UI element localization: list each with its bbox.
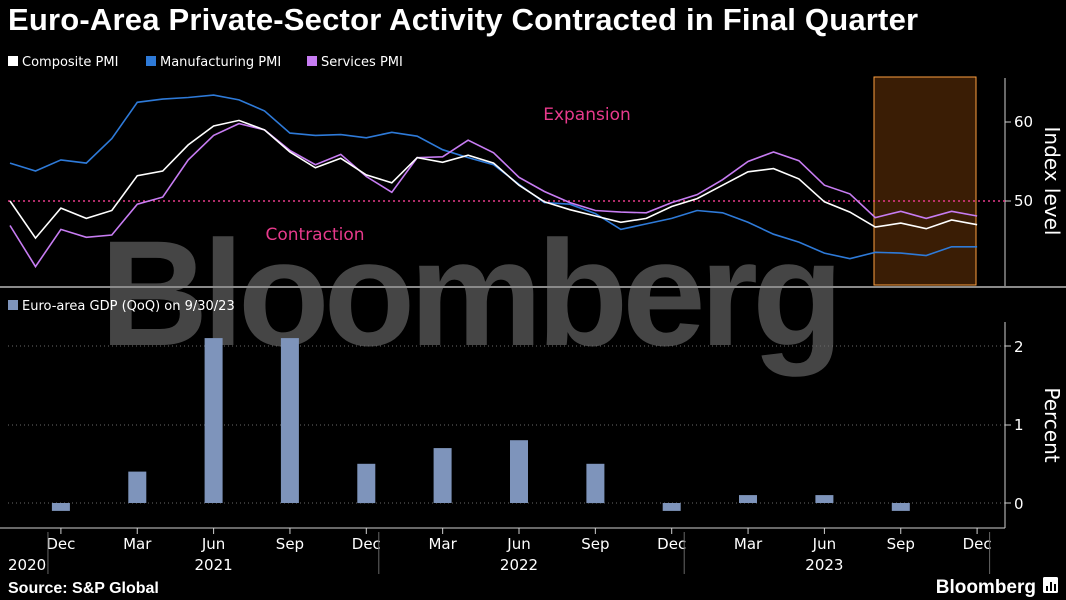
pmi-legend: Composite PMI Manufacturing PMI Services… <box>8 55 403 70</box>
gdp-bar-sep-2021 <box>280 338 299 503</box>
chart-title: Euro-Area Private-Sector Activity Contra… <box>8 2 919 37</box>
x-tick-label: Jun <box>201 535 225 553</box>
x-year-label: 2023 <box>805 556 843 574</box>
legend-swatch-manufacturing <box>146 56 156 66</box>
x-tick-label: Jun <box>812 535 836 553</box>
x-tick-label: Dec <box>657 535 686 553</box>
pmi-tick-60: 60 <box>1014 113 1033 131</box>
gdp-bar-dec-2020 <box>51 503 70 511</box>
bloomberg-watermark: Bloomberg <box>100 209 838 377</box>
x-tick-label: Mar <box>734 535 763 553</box>
pmi-tick-50: 50 <box>1014 192 1033 210</box>
gdp-bar-sep-2022 <box>586 463 605 504</box>
x-tick-label: Sep <box>887 535 915 553</box>
legend-swatch-services <box>307 56 317 66</box>
x-tick-label: Dec <box>963 535 992 553</box>
gdp-bar-dec-2022 <box>662 503 681 511</box>
x-tick-label: Sep <box>276 535 304 553</box>
pmi-y-axis: 60 50 Index level <box>1004 78 1064 286</box>
legend-label-composite: Composite PMI <box>22 55 118 70</box>
highlight-band <box>873 76 977 286</box>
gdp-axis-title: Percent <box>1040 387 1064 462</box>
gdp-bar-sep-2023 <box>891 503 910 511</box>
gdp-tick-0: 0 <box>1014 495 1024 513</box>
legend-label-manufacturing: Manufacturing PMI <box>160 55 281 70</box>
gdp-bar-mar-2022 <box>433 448 452 503</box>
legend-swatch-gdp <box>8 300 18 310</box>
x-year-label: 2022 <box>500 556 538 574</box>
x-year-label: 2021 <box>195 556 233 574</box>
x-axis-ticks: Dec Mar Jun Sep Dec Mar Jun Sep Dec Mar Jun Sep Dec2… <box>8 528 992 574</box>
x-tick-label: Dec <box>352 535 381 553</box>
gdp-bar-jun-2022 <box>510 440 528 503</box>
legend-label-gdp: Euro-area GDP (QoQ) on 9/30/23 <box>22 299 235 314</box>
x-tick-label: Jun <box>506 535 530 553</box>
expansion-label: Expansion <box>543 105 631 125</box>
gdp-legend: Euro-area GDP (QoQ) on 9/30/23 <box>8 299 235 314</box>
gdp-tick-1: 1 <box>1014 416 1024 434</box>
gdp-bars <box>51 338 910 511</box>
legend-swatch-composite <box>8 56 18 66</box>
bloomberg-logo: Bloomberg <box>936 577 1036 598</box>
series-line-composite <box>9 119 978 240</box>
series-line-manufacturing <box>9 94 978 260</box>
source-note: Source: S&P Global <box>8 580 159 597</box>
gdp-bar-mar-2023 <box>739 495 757 503</box>
x-tick-label: Mar <box>123 535 152 553</box>
x-tick-label: Dec <box>46 535 75 553</box>
contraction-label: Contraction <box>265 225 364 245</box>
series-line-services <box>9 122 978 269</box>
gdp-bar-jun-2023 <box>815 495 834 503</box>
x-tick-label: Mar <box>428 535 457 553</box>
pmi-axis-title: Index level <box>1040 127 1064 236</box>
gdp-y-axis: 2 1 0 Percent <box>1004 322 1064 528</box>
x-year-label: 2020 <box>8 556 46 574</box>
gdp-bar-mar-2021 <box>128 471 147 503</box>
gdp-tick-2: 2 <box>1014 338 1024 356</box>
gdp-bar-dec-2021 <box>357 463 376 504</box>
legend-label-services: Services PMI <box>321 55 403 70</box>
bloomberg-chart-icon <box>1043 577 1058 593</box>
x-tick-label: Sep <box>581 535 609 553</box>
gdp-bar-jun-2021 <box>204 338 223 503</box>
